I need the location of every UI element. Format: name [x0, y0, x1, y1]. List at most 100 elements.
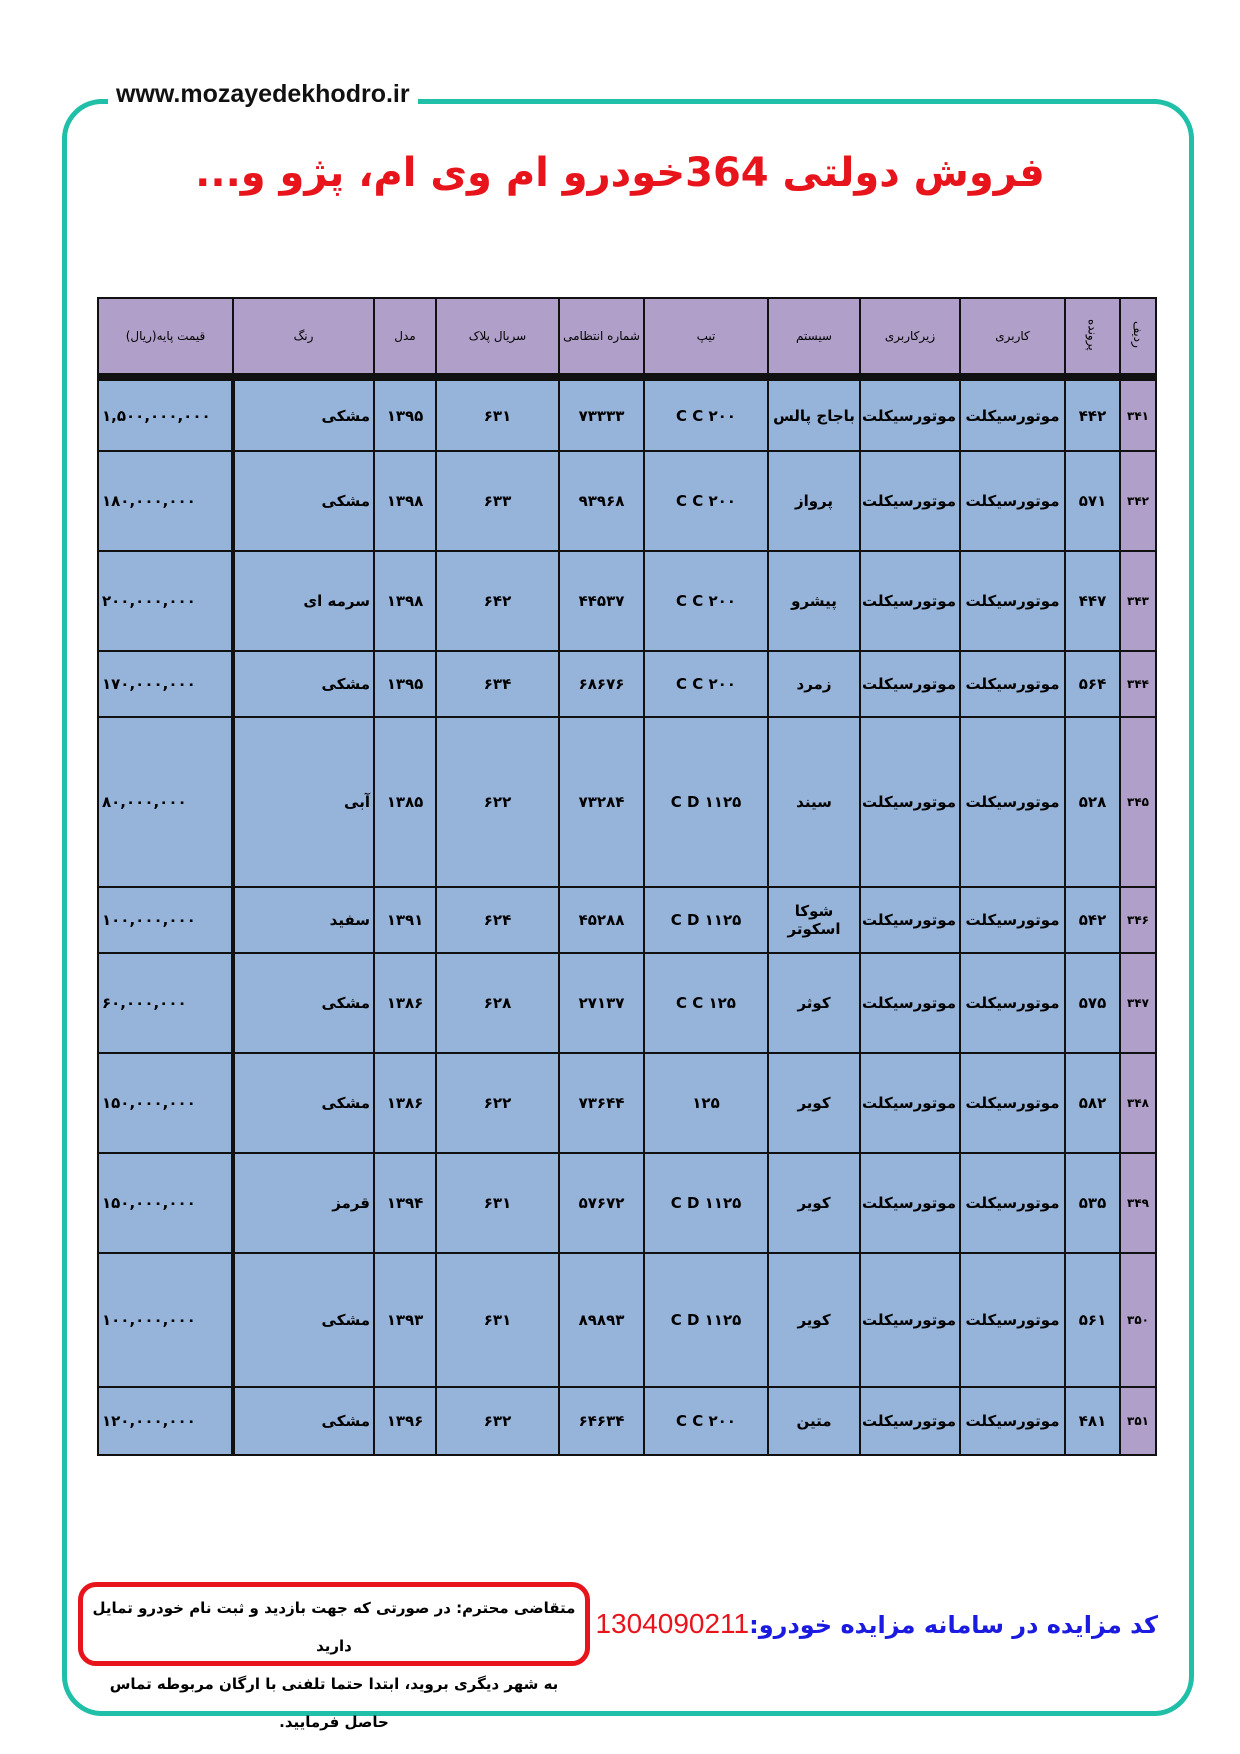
- table-cell: کویر: [767, 1152, 861, 1254]
- table-cell: ۳۴۲: [1119, 450, 1157, 552]
- column-header: شماره انتظامی: [558, 297, 645, 381]
- table-cell: پیشرو: [767, 550, 861, 652]
- table-cell: آبی: [232, 716, 375, 888]
- table-cell: ۶۲۴: [435, 886, 560, 954]
- table-cell: ۱۵۰,۰۰۰,۰۰۰: [97, 1152, 235, 1254]
- table-cell: کوثر: [767, 952, 861, 1054]
- vehicle-table: ردیف پرونده کاربری زیرکاربری سیستم تیپ شماره ا…: [97, 297, 1157, 1456]
- table-cell: ۱۰۰,۰۰۰,۰۰۰: [97, 1252, 235, 1388]
- table-cell: موتورسیکلت: [959, 650, 1066, 718]
- table-cell: ۶۳۳: [435, 450, 560, 552]
- table-cell: ۷۳۳۳۳: [558, 376, 645, 452]
- table-cell: C C ۱۲۵: [643, 952, 769, 1054]
- table-cell: ۳۴۵: [1119, 716, 1157, 888]
- table-cell: ۹۳۹۶۸: [558, 450, 645, 552]
- page-title: فروش دولتی 364خودرو ام وی ام، پژو و...: [195, 150, 1045, 196]
- table-cell: ۱۵۰,۰۰۰,۰۰۰: [97, 1052, 235, 1154]
- table-cell: مشکی: [232, 650, 375, 718]
- table-cell: ۱۳۸۵: [373, 716, 437, 888]
- table-cell: ۷۳۲۸۴: [558, 716, 645, 888]
- table-cell: شوکا اسکوتر: [767, 886, 861, 954]
- table-cell: ۳۴۸: [1119, 1052, 1157, 1154]
- website-url: www.mozayedekhodro.ir: [108, 80, 418, 109]
- table-cell: موتورسیکلت: [859, 376, 961, 452]
- table-cell: موتورسیکلت: [859, 550, 961, 652]
- table-cell: موتورسیکلت: [859, 1152, 961, 1254]
- table-cell: سرمه ای: [232, 550, 375, 652]
- table-row: ۳۴۸ ۵۸۲ موتورسیکلت موتورسیکلت کویر ۱۲۵ ۷۳۶۴۴ ۶۲…: [97, 1052, 1157, 1154]
- column-header: ردیف: [1119, 297, 1157, 381]
- table-cell: کویر: [767, 1252, 861, 1388]
- table-cell: ۶۴۲: [435, 550, 560, 652]
- auction-code-value: 1304090211: [595, 1608, 750, 1639]
- notice-line-1: متقاضی محترم: در صورتی که جهت بازدید و ث…: [92, 1599, 576, 1655]
- table-cell: ۴۵۲۸۸: [558, 886, 645, 954]
- table-cell: ۱۳۹۵: [373, 650, 437, 718]
- table-cell: ۳۵۱: [1119, 1386, 1157, 1456]
- table-cell: متین: [767, 1386, 861, 1456]
- table-cell: موتورسیکلت: [959, 1386, 1066, 1456]
- table-cell: ۱۳۹۶: [373, 1386, 437, 1456]
- table-cell: ۳۴۴: [1119, 650, 1157, 718]
- table-cell: ۲۰۰,۰۰۰,۰۰۰: [97, 550, 235, 652]
- table-cell: باجاج پالس: [767, 376, 861, 452]
- table-cell: موتورسیکلت: [859, 716, 961, 888]
- table-cell: موتورسیکلت: [959, 376, 1066, 452]
- table-cell: ۳۴۶: [1119, 886, 1157, 954]
- table-cell: ۱۳۹۵: [373, 376, 437, 452]
- table-cell: ۳۴۷: [1119, 952, 1157, 1054]
- table-cell: ۳۵۰: [1119, 1252, 1157, 1388]
- table-cell: موتورسیکلت: [959, 952, 1066, 1054]
- table-cell: کویر: [767, 1052, 861, 1154]
- column-header-label: کاربری: [995, 329, 1030, 343]
- table-cell: ۱۲۰,۰۰۰,۰۰۰: [97, 1386, 235, 1456]
- column-header-label: سیستم: [796, 329, 832, 343]
- table-cell: موتورسیکلت: [859, 1252, 961, 1388]
- table-cell: ۵۶۴: [1064, 650, 1121, 718]
- table-cell: ۶۳۴: [435, 650, 560, 718]
- table-cell: C C ۲۰۰: [643, 1386, 769, 1456]
- column-header-label: زیرکاربری: [884, 329, 936, 343]
- table-cell: ۱۳۸۶: [373, 1052, 437, 1154]
- table-cell: موتورسیکلت: [959, 550, 1066, 652]
- table-cell: ۶۰,۰۰۰,۰۰۰: [97, 952, 235, 1054]
- column-header-label: تیپ: [696, 329, 716, 343]
- table-cell: مشکی: [232, 450, 375, 552]
- table-cell: ۶۳۲: [435, 1386, 560, 1456]
- table-cell: موتورسیکلت: [959, 1152, 1066, 1254]
- table-cell: ۶۳۱: [435, 1152, 560, 1254]
- table-cell: مشکی: [232, 376, 375, 452]
- table-cell: ۵۳۵: [1064, 1152, 1121, 1254]
- column-header-label: پرونده: [1085, 318, 1100, 351]
- column-header: تیپ: [643, 297, 769, 381]
- table-header: ردیف پرونده کاربری زیرکاربری سیستم تیپ شماره ا…: [97, 297, 1157, 381]
- table-cell: ۵۲۸: [1064, 716, 1121, 888]
- table-cell: ۵۸۲: [1064, 1052, 1121, 1154]
- table-cell: ۱۳۹۴: [373, 1152, 437, 1254]
- table-cell: C D ۱۱۲۵: [643, 1252, 769, 1388]
- column-header-label: رنگ: [293, 329, 314, 343]
- table-cell: ۶۴۶۳۴: [558, 1386, 645, 1456]
- table-row: ۳۵۱ ۴۸۱ موتورسیکلت موتورسیکلت متین C C ۲۰۰ ۶۴۶…: [97, 1386, 1157, 1456]
- table-cell: ۱۳۸۶: [373, 952, 437, 1054]
- table-cell: ۵۶۱: [1064, 1252, 1121, 1388]
- table-cell: ۵۷۱: [1064, 450, 1121, 552]
- table-cell: ۴۴۲: [1064, 376, 1121, 452]
- column-header: مدل: [373, 297, 437, 381]
- table-cell: ۱۳۹۳: [373, 1252, 437, 1388]
- table-cell: ۱۳۹۱: [373, 886, 437, 954]
- table-cell: موتورسیکلت: [859, 886, 961, 954]
- table-row: ۳۴۱ ۴۴۲ موتورسیکلت موتورسیکلت باجاج پالس C C …: [97, 376, 1157, 452]
- table-cell: ۳۴۳: [1119, 550, 1157, 652]
- table-cell: C D ۱۱۲۵: [643, 886, 769, 954]
- column-header-label: ردیف: [1131, 321, 1145, 348]
- table-row: ۳۴۶ ۵۴۲ موتورسیکلت موتورسیکلت شوکا اسکوتر C D…: [97, 886, 1157, 954]
- table-cell: ۳۴۹: [1119, 1152, 1157, 1254]
- table-row: ۳۴۳ ۴۴۷ موتورسیکلت موتورسیکلت پیشرو C C ۲۰۰ ۴۴…: [97, 550, 1157, 652]
- table-cell: ۶۲۲: [435, 716, 560, 888]
- table-cell: ۵۷۶۷۲: [558, 1152, 645, 1254]
- table-cell: موتورسیکلت: [859, 1052, 961, 1154]
- column-header-label: مدل: [394, 329, 416, 343]
- table-cell: ۵۴۲: [1064, 886, 1121, 954]
- table-cell: قرمز: [232, 1152, 375, 1254]
